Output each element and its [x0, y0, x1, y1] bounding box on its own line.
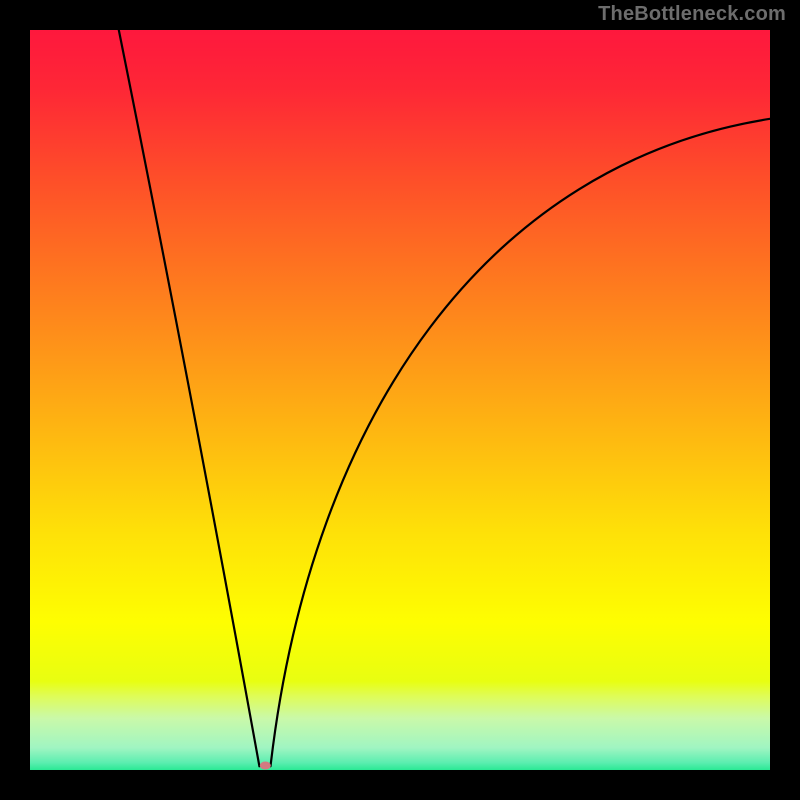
- plot-area: [30, 30, 770, 770]
- chart-svg: [30, 30, 770, 770]
- watermark-text: TheBottleneck.com: [598, 3, 786, 26]
- chart-frame: TheBottleneck.com: [0, 0, 800, 800]
- minimum-marker: [260, 762, 271, 770]
